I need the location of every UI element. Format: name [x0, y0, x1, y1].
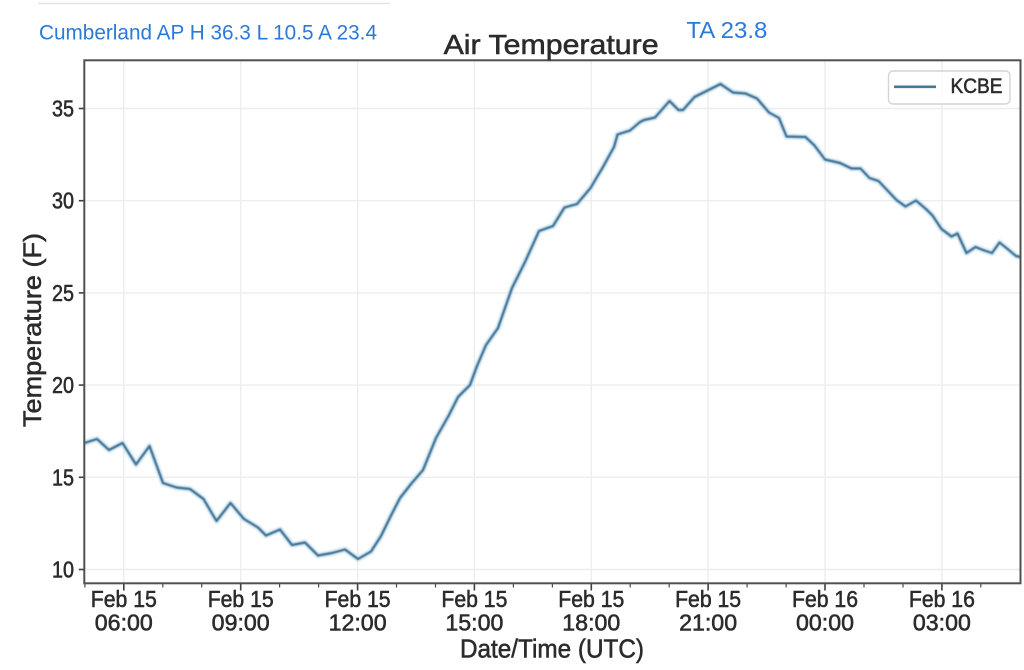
svg-text:00:00: 00:00 [796, 610, 854, 636]
svg-text:06:00: 06:00 [95, 610, 153, 636]
svg-text:Temperature (F): Temperature (F) [19, 233, 47, 427]
svg-text:15:00: 15:00 [445, 610, 503, 636]
svg-text:30: 30 [52, 188, 74, 214]
svg-text:21:00: 21:00 [679, 610, 737, 636]
svg-text:03:00: 03:00 [913, 610, 971, 636]
svg-text:Feb 15: Feb 15 [91, 586, 157, 612]
svg-text:25: 25 [52, 280, 74, 306]
svg-text:Date/Time (UTC): Date/Time (UTC) [460, 634, 644, 664]
svg-text:09:00: 09:00 [212, 610, 270, 636]
svg-text:Air Temperature: Air Temperature [444, 29, 659, 60]
svg-text:Feb 15: Feb 15 [441, 586, 507, 612]
svg-text:Cumberland AP H 36.3 L 10.5 A: Cumberland AP H 36.3 L 10.5 A 23.4 [39, 22, 377, 45]
svg-text:35: 35 [52, 96, 74, 122]
svg-text:Feb 15: Feb 15 [675, 586, 741, 612]
svg-text:KCBE: KCBE [951, 75, 1003, 98]
svg-text:15: 15 [52, 464, 74, 490]
svg-text:TA 23.8: TA 23.8 [686, 17, 767, 43]
svg-text:Feb 15: Feb 15 [558, 586, 624, 612]
svg-text:Feb 15: Feb 15 [208, 586, 274, 612]
svg-text:10: 10 [52, 557, 74, 583]
svg-text:20: 20 [52, 372, 74, 398]
svg-text:12:00: 12:00 [329, 610, 387, 636]
svg-text:Feb 15: Feb 15 [325, 586, 391, 612]
svg-text:Feb 16: Feb 16 [909, 586, 975, 612]
svg-text:Feb 16: Feb 16 [792, 586, 858, 612]
svg-text:18:00: 18:00 [562, 610, 620, 636]
